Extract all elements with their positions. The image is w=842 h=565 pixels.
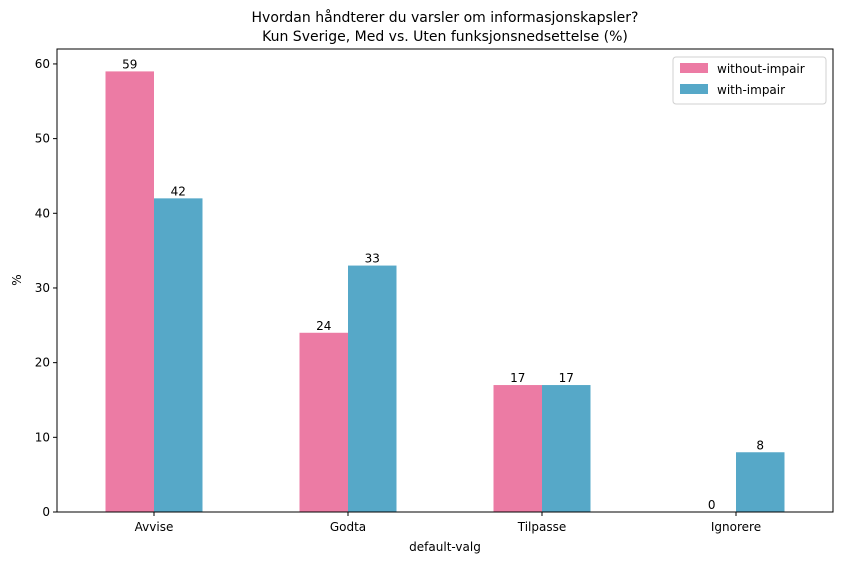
y-tick-label-20: 20 — [35, 356, 50, 370]
data-label-with-impair-godta: 33 — [365, 252, 380, 266]
chart-subtitle: Kun Sverige, Med vs. Uten funksjonsnedse… — [262, 29, 628, 45]
bar-without-impair-avvise — [105, 71, 154, 512]
x-tick-label-godta: Godta — [330, 520, 366, 534]
y-tick-label-30: 30 — [35, 281, 50, 295]
legend: without-impair with-impair — [672, 56, 827, 105]
bar-with-impair-avvise — [154, 198, 203, 512]
x-axis-ticks: Avvise Godta Tilpasse Ignorere — [135, 512, 761, 534]
legend-box — [672, 56, 827, 105]
y-axis-label: % — [10, 274, 24, 285]
y-tick-label-10: 10 — [35, 430, 50, 444]
y-tick-label-60: 60 — [35, 57, 50, 71]
y-tick-label-0: 0 — [42, 505, 50, 519]
data-label-with-impair-avvise: 42 — [171, 184, 186, 198]
data-label-without-impair-godta: 24 — [316, 319, 331, 333]
data-label-without-impair-ignorere: 0 — [708, 498, 716, 512]
x-axis-label: default-valg — [409, 540, 481, 554]
bar-with-impair-tilpasse — [542, 385, 591, 512]
x-tick-label-avvise: Avvise — [135, 520, 174, 534]
bar-without-impair-tilpasse — [493, 385, 542, 512]
x-tick-label-tilpasse: Tilpasse — [517, 520, 567, 534]
plot-frame — [56, 48, 834, 513]
data-labels-group: 59 42 24 33 17 17 0 8 — [122, 57, 764, 512]
bar-with-impair-godta — [348, 265, 397, 512]
legend-swatch-with-impair — [680, 84, 708, 94]
data-label-with-impair-ignorere: 8 — [756, 438, 764, 452]
y-tick-label-50: 50 — [35, 132, 50, 146]
y-axis-ticks: 0 10 20 30 40 50 60 — [35, 57, 57, 519]
bars-group — [105, 71, 785, 512]
data-label-without-impair-tilpasse: 17 — [510, 371, 525, 385]
bar-without-impair-godta — [299, 332, 348, 512]
legend-label-without-impair: without-impair — [717, 62, 805, 76]
y-tick-label-40: 40 — [35, 206, 50, 220]
data-label-with-impair-tilpasse: 17 — [559, 371, 574, 385]
bar-with-impair-ignorere — [736, 452, 785, 512]
legend-swatch-without-impair — [680, 63, 708, 73]
legend-label-with-impair: with-impair — [717, 83, 785, 97]
x-tick-label-ignorere: Ignorere — [711, 520, 761, 534]
data-label-without-impair-avvise: 59 — [122, 57, 137, 71]
chart-title: Hvordan håndterer du varsler om informas… — [252, 9, 639, 26]
